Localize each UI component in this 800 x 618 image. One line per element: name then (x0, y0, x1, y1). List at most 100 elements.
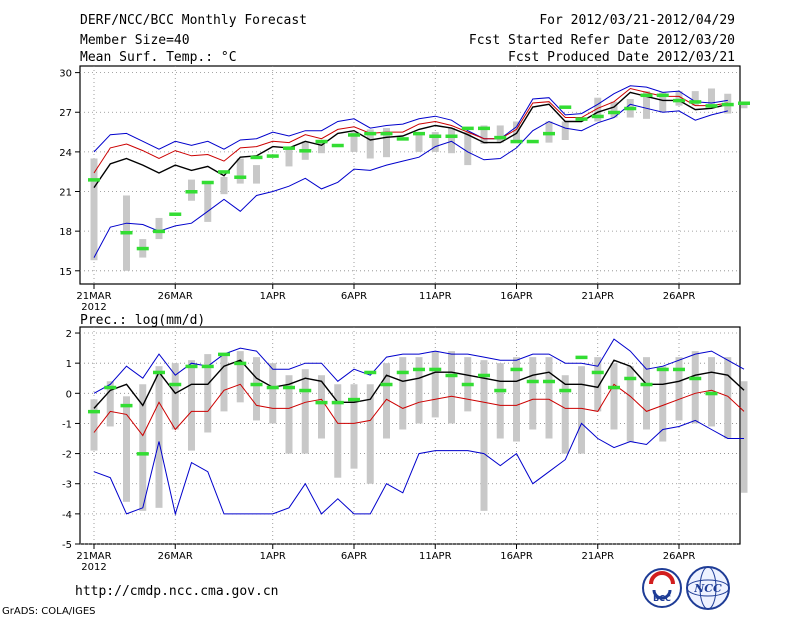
x-tick-label: 11APR (419, 291, 452, 302)
bcc-logo: BCC (642, 568, 682, 608)
panel1-variable: Mean Surf. Temp.: °C (80, 50, 237, 65)
x-year-label: 2012 (81, 562, 106, 573)
range-box (545, 357, 553, 439)
observation-marker (266, 154, 279, 158)
x-tick-label: 21MAR (76, 291, 111, 302)
range-box (529, 357, 537, 430)
forecast-produced: Fcst Produced Date 2012/03/21 (508, 50, 735, 65)
observation-marker (234, 361, 247, 366)
y-tick-label: 15 (59, 267, 72, 278)
range-box (626, 366, 634, 442)
forecast-started: Fcst Started Refer Date 2012/03/20 (469, 33, 735, 48)
y-tick-label: 27 (59, 108, 72, 119)
footer-url[interactable]: http://cmdp.ncc.cma.gov.cn (75, 584, 279, 599)
range-box (691, 351, 699, 424)
series-line-lower-bound (93, 419, 744, 516)
x-tick-label: 16APR (500, 291, 533, 302)
range-box (480, 125, 488, 144)
range-box (448, 351, 455, 424)
observation-marker (120, 230, 133, 235)
forecast-period: For 2012/03/21-2012/04/29 (539, 13, 735, 28)
observation-marker (494, 388, 507, 393)
observation-marker (624, 106, 637, 111)
x-tick-label: 26MAR (158, 551, 193, 562)
y-tick-label: 1 (66, 359, 72, 370)
observation-marker (640, 93, 653, 98)
observation-marker (656, 93, 669, 98)
range-box (561, 375, 569, 454)
observation-marker (250, 155, 263, 160)
range-box (708, 88, 715, 105)
range-box (675, 357, 683, 421)
range-box (659, 92, 667, 113)
range-box (513, 121, 520, 143)
temperature-panel: 15 18 21 24 27 30 21MAR 26MAR 1APR 6APR 11APR 16APR… (59, 65, 750, 313)
observation-marker (673, 367, 685, 372)
observation-marker (445, 134, 458, 139)
chart-title: DERF/NCC/BCC Monthly Forecast (80, 13, 307, 28)
series-line-red-line (93, 87, 728, 174)
observation-marker (689, 100, 702, 104)
range-box (480, 360, 488, 511)
x-tick-label: 21APR (581, 551, 614, 562)
observation-marker (299, 388, 312, 393)
observation-marker (396, 137, 409, 141)
observation-marker (445, 373, 458, 378)
observation-marker (543, 131, 555, 136)
range-box (578, 366, 585, 454)
range-box (431, 351, 439, 418)
range-box (155, 366, 163, 508)
range-box (659, 366, 667, 442)
observation-marker (526, 379, 539, 384)
plot-frame (79, 65, 741, 285)
range-box (399, 357, 407, 430)
x-tick-label: 26APR (663, 551, 696, 562)
observation-marker (608, 385, 620, 390)
observation-marker (299, 149, 312, 153)
observation-marker (705, 391, 718, 396)
observation-marker (266, 385, 279, 390)
x-tick-label: 21MAR (76, 551, 111, 562)
observation-marker (478, 126, 490, 131)
range-box (643, 91, 650, 119)
y-tick-label: 24 (59, 148, 72, 159)
range-box (496, 125, 504, 143)
observation-marker (218, 352, 230, 357)
y-tick-label: -1 (62, 419, 72, 430)
y-tick-label: 30 (59, 69, 72, 80)
observation-marker (738, 101, 750, 105)
range-box (269, 363, 277, 424)
range-box (318, 375, 325, 439)
x-tick-label: 16APR (500, 551, 533, 562)
observation-marker (656, 367, 669, 372)
x-tick-label: 21APR (581, 291, 614, 302)
observation-marker (185, 190, 198, 194)
observation-marker (575, 117, 588, 121)
observation-marker (559, 105, 572, 109)
observation-marker (380, 131, 393, 136)
observation-marker (104, 385, 117, 390)
observation-marker (88, 409, 100, 414)
x-tick-label: 26MAR (158, 291, 193, 302)
observation-marker (543, 379, 555, 384)
observation-marker (640, 382, 653, 387)
y-tick-label: 18 (59, 227, 72, 238)
observation-marker (575, 355, 588, 360)
observation-marker (331, 400, 344, 405)
observation-marker (608, 110, 620, 115)
range-box (350, 384, 358, 469)
observation-marker (510, 139, 523, 144)
series-line-red-line (93, 383, 745, 437)
observation-marker (624, 376, 637, 381)
range-box (253, 165, 260, 184)
observation-marker (250, 382, 263, 387)
observation-marker (510, 367, 523, 372)
panel2-variable: Prec.: log(mm/d) (80, 313, 205, 328)
range-box (740, 381, 748, 493)
observation-marker (201, 180, 214, 185)
observation-marker (364, 370, 377, 375)
range-box (724, 357, 732, 439)
x-tick-label: 6APR (341, 291, 367, 302)
observation-marker (185, 364, 198, 369)
observation-marker (429, 367, 442, 372)
